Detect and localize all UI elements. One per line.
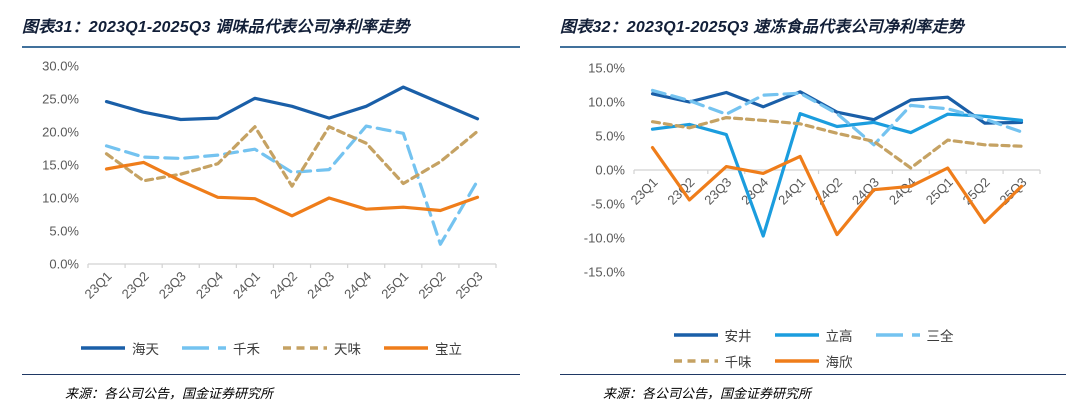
x-axis-tick-label: 23Q1 (627, 175, 660, 208)
chart-svg: 15.0%10.0%5.0%0.0%-5.0%-10.0%-15.0%23Q1 2… (584, 61, 1041, 280)
series-line-海天 (104, 85, 480, 122)
x-axis-tick-label: 24Q3 (849, 175, 882, 208)
y-axis-tick-label: -15.0% (584, 265, 626, 280)
y-axis-tick-label: 15.0% (42, 158, 79, 173)
x-axis-tick-label: 24Q4 (886, 175, 919, 208)
legend-line-swatch (384, 346, 428, 350)
chart-legend: 安井 立高 三全 千味 海欣 (560, 324, 1066, 372)
y-axis-tick-label: 25.0% (42, 92, 79, 107)
legend-label: 安井 (724, 329, 752, 344)
legend-label: 海天 (132, 342, 159, 357)
series-line-千味 (650, 115, 1024, 170)
x-axis-tick-label: 24Q4 (341, 269, 374, 302)
legend-line-swatch (774, 359, 819, 363)
legend-item: 安井 (673, 325, 752, 345)
chart-panel-condiments: 图表31：2023Q1-2025Q3 调味品代表公司净利率走势 30.0% 25.… (22, 10, 520, 402)
legend-item: 立高 (774, 325, 853, 345)
x-axis-tick-label: 24Q1 (230, 269, 263, 302)
legend-item: 天味 (282, 338, 361, 358)
legend-line-swatch (875, 333, 920, 337)
x-axis-tick-label: 23Q2 (664, 175, 697, 208)
legend-item: 千味 (673, 351, 752, 371)
series-line-安井 (650, 90, 1024, 125)
legend-item: 宝立 (383, 338, 462, 358)
source-note: 来源：各公司公告，国金证券研究所 (22, 374, 520, 402)
y-axis-tick-label: 10.0% (42, 191, 79, 206)
legend-label: 天味 (334, 342, 361, 357)
x-axis-tick-label: 23Q2 (119, 269, 152, 302)
legend-label: 宝立 (435, 342, 462, 357)
legend-row: 千味 海欣 (673, 351, 954, 371)
source-note: 来源：各公司公告，国金证券研究所 (560, 374, 1066, 402)
y-axis-tick-label: 5.0% (49, 224, 79, 239)
series-line-海欣 (650, 145, 1024, 237)
legend-label: 千味 (724, 355, 752, 370)
legend-label: 三全 (926, 329, 954, 344)
x-axis-tick-label: 23Q4 (193, 269, 226, 302)
series-line-立高 (650, 111, 1024, 238)
x-axis-tick-label: 25Q3 (452, 269, 485, 302)
y-axis-tick-label: -5.0% (591, 197, 625, 212)
y-axis-tick-label: 30.0% (42, 59, 79, 74)
legend-line-swatch (673, 333, 718, 337)
chart-svg: 30.0%25.0%20.0%15.0%10.0%5.0%0.0%23Q1 23Q… (42, 59, 497, 302)
legend-label: 立高 (825, 329, 853, 344)
legend-row: 海天 千禾 天味 宝立 (80, 338, 462, 358)
legend-item: 三全 (875, 325, 954, 345)
legend-label: 海欣 (825, 355, 853, 370)
series-line-宝立 (104, 160, 480, 218)
series-line-千禾 (104, 124, 480, 246)
x-axis-tick-label: 25Q2 (415, 269, 448, 302)
chart-title: 图表32：2023Q1-2025Q3 速冻食品代表公司净利率走势 (560, 10, 1066, 48)
legend-line-swatch (182, 346, 226, 350)
x-axis-tick-label: 24Q3 (304, 269, 337, 302)
legend-block: 安井 立高 三全 千味 海欣 (673, 325, 954, 371)
y-axis-tick-label: -10.0% (584, 231, 626, 246)
x-axis-tick-label: 23Q3 (156, 269, 189, 302)
y-axis-tick-label: 5.0% (595, 129, 625, 144)
line-chart-condiments: 30.0% 25.0% 20.0% 15.0% 10.0% 5.0% 0.0% 23Q1 23Q… (22, 52, 520, 324)
legend-row: 安井 立高 三全 (673, 325, 954, 345)
y-axis-tick-label: 0.0% (595, 163, 625, 178)
legend-label: 千禾 (233, 342, 260, 357)
legend-item: 海欣 (774, 351, 853, 371)
chart-legend: 海天 千禾 天味 宝立 (22, 324, 520, 372)
series-line-天味 (104, 125, 480, 188)
legend-line-swatch (283, 346, 327, 350)
legend-item: 千禾 (181, 338, 260, 358)
y-axis-tick-label: 10.0% (588, 95, 625, 110)
legend-line-swatch (81, 346, 125, 350)
y-axis-tick-label: 15.0% (588, 61, 625, 76)
legend-line-swatch (774, 333, 819, 337)
line-chart-frozen-food: 15.0% 10.0% 5.0% 0.0% -5.0% -10.0% -15.0% 23Q1 2… (560, 52, 1066, 324)
legend-line-swatch (673, 359, 718, 363)
y-axis-tick-label: 20.0% (42, 125, 79, 140)
x-axis-tick-label: 23Q3 (701, 175, 734, 208)
legend-item: 海天 (80, 338, 159, 358)
x-axis-tick-label: 25Q1 (378, 269, 411, 302)
x-axis-tick-label: 24Q2 (267, 269, 300, 302)
series-line-三全 (650, 88, 1024, 147)
legend-block: 海天 千禾 天味 宝立 (80, 338, 462, 358)
chart-title: 图表31：2023Q1-2025Q3 调味品代表公司净利率走势 (22, 10, 520, 48)
chart-panel-frozen-food: 图表32：2023Q1-2025Q3 速冻食品代表公司净利率走势 15.0% 10… (560, 10, 1066, 402)
x-axis-tick-label: 25Q3 (997, 175, 1030, 208)
x-axis-tick-label: 23Q1 (82, 269, 115, 302)
y-axis-tick-label: 0.0% (49, 257, 79, 272)
